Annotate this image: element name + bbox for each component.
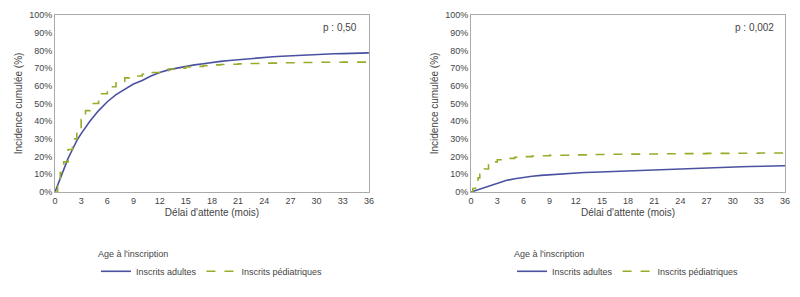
svg-text:p : 0,50: p : 0,50 xyxy=(323,22,357,33)
svg-text:18: 18 xyxy=(207,196,217,206)
svg-text:33: 33 xyxy=(754,196,764,206)
svg-text:p : 0,002: p : 0,002 xyxy=(735,22,774,33)
svg-text:9: 9 xyxy=(131,196,136,206)
svg-text:21: 21 xyxy=(233,196,243,206)
svg-text:90%: 90% xyxy=(450,28,468,38)
svg-text:60%: 60% xyxy=(34,81,52,91)
svg-text:10%: 10% xyxy=(34,169,52,179)
svg-text:80%: 80% xyxy=(34,46,52,56)
svg-text:Inscrits adultes: Inscrits adultes xyxy=(552,267,613,277)
svg-text:12: 12 xyxy=(155,196,165,206)
svg-text:24: 24 xyxy=(259,196,269,206)
svg-text:80%: 80% xyxy=(450,46,468,56)
svg-text:30%: 30% xyxy=(34,134,52,144)
svg-text:24: 24 xyxy=(675,196,685,206)
svg-text:3: 3 xyxy=(79,196,84,206)
svg-text:100%: 100% xyxy=(445,10,468,20)
svg-text:Délai d'attente (mois): Délai d'attente (mois) xyxy=(581,207,675,218)
svg-text:20%: 20% xyxy=(450,152,468,162)
svg-text:27: 27 xyxy=(702,196,712,206)
svg-text:Incidence cumulée (%): Incidence cumulée (%) xyxy=(429,53,440,155)
svg-text:Délai d'attente (mois): Délai d'attente (mois) xyxy=(165,207,259,218)
svg-text:0%: 0% xyxy=(455,187,468,197)
svg-text:Age à l'inscription: Age à l'inscription xyxy=(514,249,584,259)
svg-text:Inscrits pédiatriques: Inscrits pédiatriques xyxy=(241,267,322,277)
svg-text:30: 30 xyxy=(728,196,738,206)
svg-text:30%: 30% xyxy=(450,134,468,144)
svg-text:90%: 90% xyxy=(34,28,52,38)
svg-text:21: 21 xyxy=(649,196,659,206)
svg-text:60%: 60% xyxy=(450,81,468,91)
svg-text:50%: 50% xyxy=(34,99,52,109)
svg-text:0: 0 xyxy=(469,196,474,206)
svg-text:36: 36 xyxy=(364,196,374,206)
svg-text:12: 12 xyxy=(571,196,581,206)
svg-text:Inscrits adultes: Inscrits adultes xyxy=(136,267,197,277)
svg-text:100%: 100% xyxy=(29,10,52,20)
svg-text:15: 15 xyxy=(181,196,191,206)
svg-text:Inscrits pédiatriques: Inscrits pédiatriques xyxy=(658,267,739,277)
svg-text:33: 33 xyxy=(338,196,348,206)
svg-text:3: 3 xyxy=(495,196,500,206)
svg-text:30: 30 xyxy=(312,196,322,206)
svg-text:27: 27 xyxy=(285,196,295,206)
svg-text:9: 9 xyxy=(547,196,552,206)
svg-text:10%: 10% xyxy=(450,169,468,179)
svg-text:6: 6 xyxy=(105,196,110,206)
svg-text:0: 0 xyxy=(52,196,57,206)
svg-text:6: 6 xyxy=(521,196,526,206)
svg-text:0%: 0% xyxy=(39,187,52,197)
svg-text:70%: 70% xyxy=(34,63,52,73)
svg-text:70%: 70% xyxy=(450,63,468,73)
svg-text:15: 15 xyxy=(597,196,607,206)
svg-text:40%: 40% xyxy=(34,116,52,126)
svg-text:36: 36 xyxy=(780,196,790,206)
svg-text:Age à l'inscription: Age à l'inscription xyxy=(98,249,168,259)
svg-text:Incidence cumulée (%): Incidence cumulée (%) xyxy=(13,53,24,155)
svg-text:40%: 40% xyxy=(450,116,468,126)
svg-text:18: 18 xyxy=(623,196,633,206)
svg-text:50%: 50% xyxy=(450,99,468,109)
svg-text:20%: 20% xyxy=(34,152,52,162)
